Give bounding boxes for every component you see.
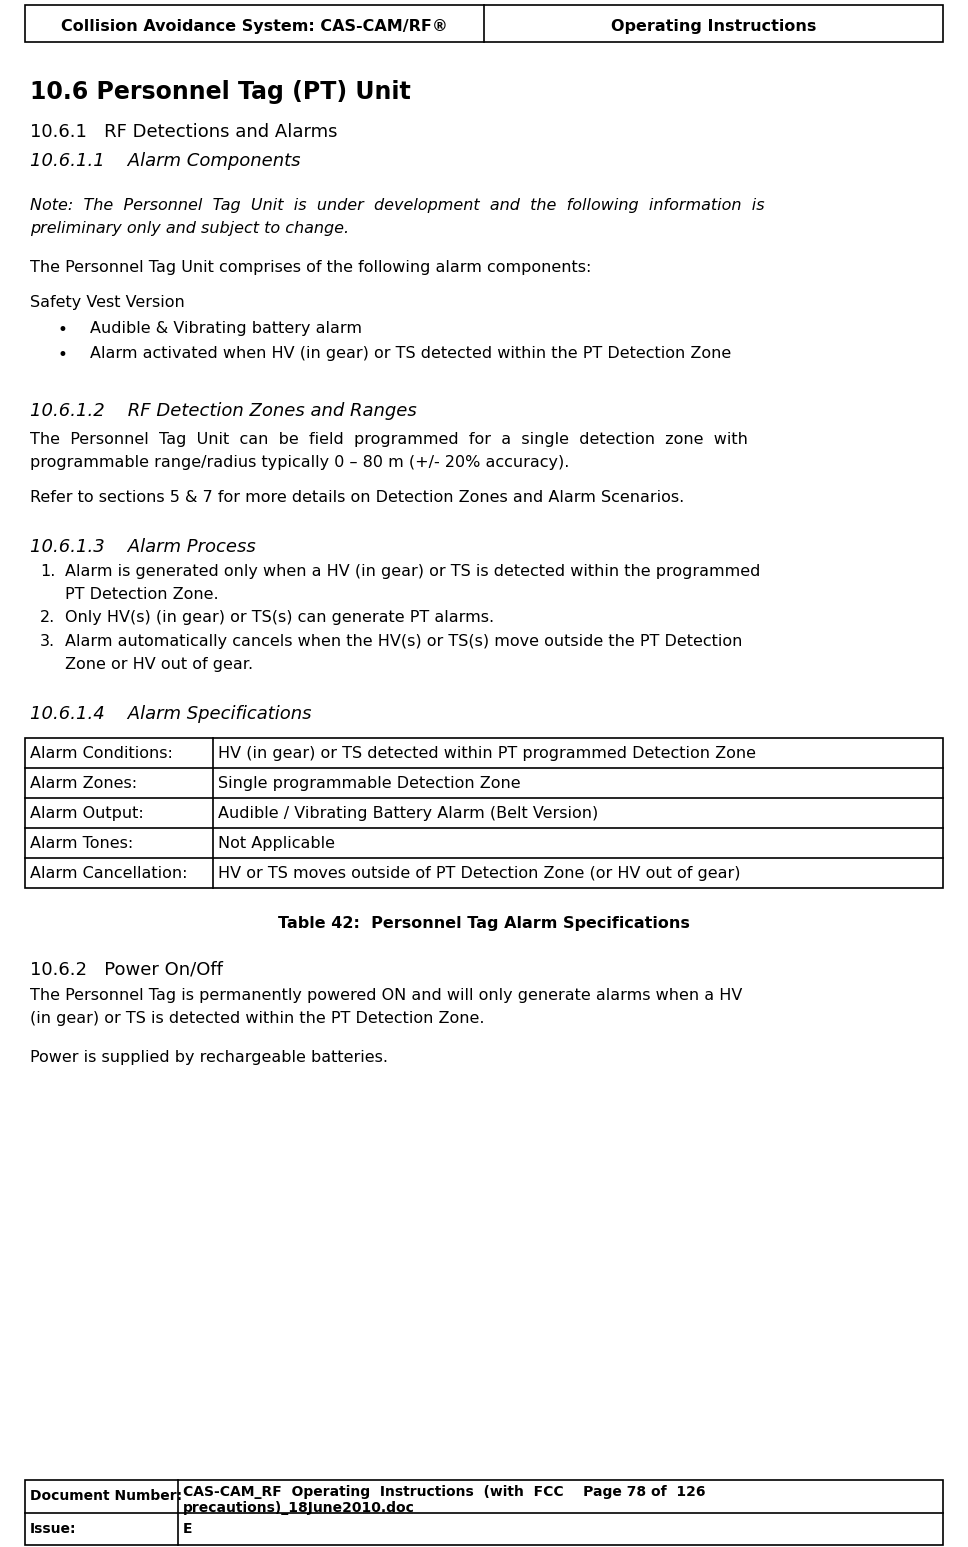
- Text: Audible / Vibrating Battery Alarm (Belt Version): Audible / Vibrating Battery Alarm (Belt …: [218, 806, 598, 821]
- Text: Safety Vest Version: Safety Vest Version: [30, 295, 185, 309]
- Text: Power is supplied by rechargeable batteries.: Power is supplied by rechargeable batter…: [30, 1050, 388, 1064]
- Text: The Personnel Tag Unit comprises of the following alarm components:: The Personnel Tag Unit comprises of the …: [30, 260, 591, 275]
- Text: CAS-CAM_RF  Operating  Instructions  (with  FCC    Page 78 of  126
precautions)_: CAS-CAM_RF Operating Instructions (with …: [183, 1485, 706, 1515]
- Text: preliminary only and subject to change.: preliminary only and subject to change.: [30, 221, 349, 237]
- Text: Issue:: Issue:: [30, 1522, 76, 1536]
- Text: 10.6.1   RF Detections and Alarms: 10.6.1 RF Detections and Alarms: [30, 124, 338, 141]
- Text: Zone or HV out of gear.: Zone or HV out of gear.: [65, 657, 253, 671]
- Text: PT Detection Zone.: PT Detection Zone.: [65, 586, 219, 602]
- Text: Alarm activated when HV (in gear) or TS detected within the PT Detection Zone: Alarm activated when HV (in gear) or TS …: [90, 347, 731, 360]
- Text: Refer to sections 5 & 7 for more details on Detection Zones and Alarm Scenarios.: Refer to sections 5 & 7 for more details…: [30, 490, 684, 504]
- Text: The Personnel Tag is permanently powered ON and will only generate alarms when a: The Personnel Tag is permanently powered…: [30, 989, 742, 1002]
- Text: •: •: [58, 320, 68, 339]
- Text: •: •: [58, 347, 68, 364]
- Text: programmable range/radius typically 0 – 80 m (+/- 20% accuracy).: programmable range/radius typically 0 – …: [30, 455, 569, 470]
- Text: The  Personnel  Tag  Unit  can  be  field  programmed  for  a  single  detection: The Personnel Tag Unit can be field prog…: [30, 432, 748, 447]
- Text: Not Applicable: Not Applicable: [218, 835, 335, 851]
- Text: Alarm Output:: Alarm Output:: [30, 806, 144, 821]
- Text: 10.6 Personnel Tag (PT) Unit: 10.6 Personnel Tag (PT) Unit: [30, 80, 410, 104]
- Text: 3.: 3.: [40, 634, 55, 650]
- Text: (in gear) or TS is detected within the PT Detection Zone.: (in gear) or TS is detected within the P…: [30, 1012, 485, 1026]
- Text: Alarm is generated only when a HV (in gear) or TS is detected within the program: Alarm is generated only when a HV (in ge…: [65, 565, 761, 579]
- Text: 1.: 1.: [40, 565, 55, 579]
- Text: HV (in gear) or TS detected within PT programmed Detection Zone: HV (in gear) or TS detected within PT pr…: [218, 746, 756, 761]
- Bar: [25, 5, 943, 42]
- Text: Collision Avoidance System: CAS-CAM/RF®: Collision Avoidance System: CAS-CAM/RF®: [61, 19, 448, 34]
- Text: Note:  The  Personnel  Tag  Unit  is  under  development  and  the  following  i: Note: The Personnel Tag Unit is under de…: [30, 198, 765, 213]
- Text: 10.6.1.1    Alarm Components: 10.6.1.1 Alarm Components: [30, 152, 300, 170]
- Text: Alarm Cancellation:: Alarm Cancellation:: [30, 866, 188, 880]
- Text: 10.6.1.2    RF Detection Zones and Ranges: 10.6.1.2 RF Detection Zones and Ranges: [30, 402, 417, 419]
- Text: Alarm Zones:: Alarm Zones:: [30, 777, 137, 791]
- Text: Table 42:  Personnel Tag Alarm Specifications: Table 42: Personnel Tag Alarm Specificat…: [278, 916, 690, 931]
- Text: 10.6.2   Power On/Off: 10.6.2 Power On/Off: [30, 961, 223, 978]
- Text: Only HV(s) (in gear) or TS(s) can generate PT alarms.: Only HV(s) (in gear) or TS(s) can genera…: [65, 610, 494, 625]
- Text: Alarm Tones:: Alarm Tones:: [30, 835, 134, 851]
- Text: Document Number:: Document Number:: [30, 1490, 182, 1504]
- Text: E: E: [183, 1522, 193, 1536]
- Bar: [25, 738, 943, 888]
- Text: Operating Instructions: Operating Instructions: [611, 19, 816, 34]
- Text: 10.6.1.3    Alarm Process: 10.6.1.3 Alarm Process: [30, 538, 256, 555]
- Text: Audible & Vibrating battery alarm: Audible & Vibrating battery alarm: [90, 320, 362, 336]
- Text: Alarm Conditions:: Alarm Conditions:: [30, 746, 173, 761]
- Text: 10.6.1.4    Alarm Specifications: 10.6.1.4 Alarm Specifications: [30, 705, 312, 722]
- Text: HV or TS moves outside of PT Detection Zone (or HV out of gear): HV or TS moves outside of PT Detection Z…: [218, 866, 741, 880]
- Text: Alarm automatically cancels when the HV(s) or TS(s) move outside the PT Detectio: Alarm automatically cancels when the HV(…: [65, 634, 742, 650]
- Text: Single programmable Detection Zone: Single programmable Detection Zone: [218, 777, 521, 791]
- Bar: [25, 1480, 943, 1545]
- Text: 2.: 2.: [40, 610, 55, 625]
